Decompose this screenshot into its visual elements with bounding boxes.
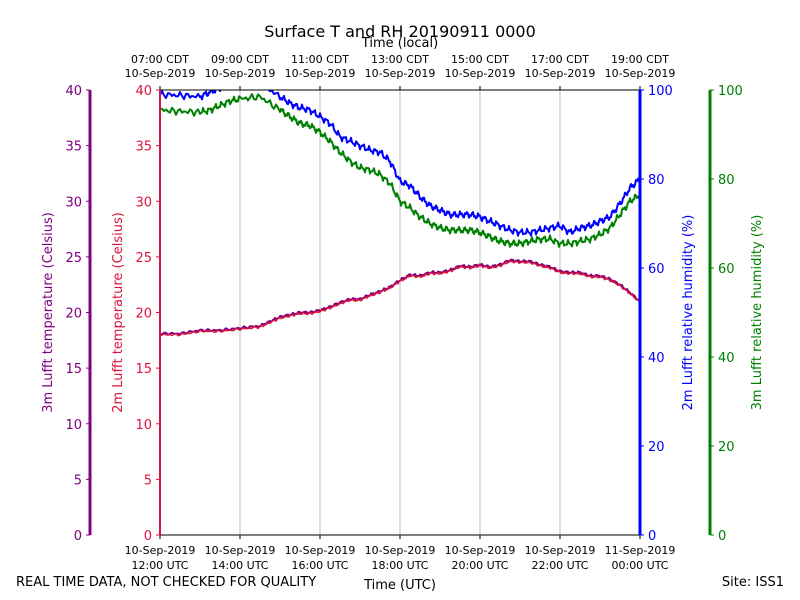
axis-tick-label-t2m: 25 — [135, 251, 152, 266]
axis-tick-label-rh3m: 60 — [718, 262, 735, 277]
axis-tick-label-t2m: 20 — [135, 307, 152, 322]
bottom-tick-label: 10-Sep-2019 — [525, 544, 596, 557]
bottom-tick-label: 11-Sep-2019 — [605, 544, 676, 557]
axis-tick-label-t2m: 0 — [144, 529, 152, 544]
top-tick-label: 10-Sep-2019 — [365, 67, 436, 80]
axis-tick-label-rh3m: 40 — [718, 351, 735, 366]
axis-tick-label-t3m: 0 — [74, 529, 82, 544]
top-axis-label: Time (local) — [361, 36, 438, 51]
bottom-tick-label: 10-Sep-2019 — [285, 544, 356, 557]
bottom-tick-label: 10-Sep-2019 — [205, 544, 276, 557]
axis-tick-label-t3m: 20 — [65, 307, 82, 322]
axis-tick-label-t3m: 35 — [65, 140, 82, 155]
axis-label-t2m: 2m Lufft temperature (Celsius) — [111, 212, 126, 413]
bottom-tick-label: 12:00 UTC — [131, 559, 188, 572]
axis-tick-label-t3m: 40 — [65, 84, 82, 99]
axis-tick-label-t3m: 30 — [65, 195, 82, 210]
axis-tick-label-t2m: 40 — [135, 84, 152, 99]
series-line-t2m — [160, 259, 640, 337]
axis-tick-label-t2m: 10 — [135, 418, 152, 433]
bottom-tick-label: 14:00 UTC — [211, 559, 268, 572]
grid-layer — [239, 90, 561, 535]
bottom-tick-label: 10-Sep-2019 — [445, 544, 516, 557]
axis-tick-label-t2m: 5 — [144, 473, 152, 488]
bottom-tick-label: 10-Sep-2019 — [365, 544, 436, 557]
top-tick-label: 10-Sep-2019 — [125, 67, 196, 80]
top-tick-label: 19:00 CDT — [611, 53, 669, 66]
axis-tick-label-t3m: 5 — [74, 473, 82, 488]
axis-tick-label-t3m: 15 — [65, 362, 82, 377]
top-tick-label: 15:00 CDT — [451, 53, 509, 66]
bottom-tick-label: 22:00 UTC — [531, 559, 588, 572]
bottom-axis-label: Time (UTC) — [363, 578, 436, 593]
axis-tick-label-rh3m: 100 — [718, 84, 743, 99]
top-tick-label: 10-Sep-2019 — [205, 67, 276, 80]
top-tick-label: 10-Sep-2019 — [525, 67, 596, 80]
top-tick-label: 11:00 CDT — [291, 53, 349, 66]
axes-layer: 10-Sep-2019 12:00 UTC 10-Sep-2019 14:00 UTC… — [41, 53, 765, 572]
bottom-tick-label: 20:00 UTC — [451, 559, 508, 572]
series-line-rh2m — [160, 90, 640, 237]
axis-tick-label-rh2m: 60 — [648, 262, 665, 277]
axis-tick-label-rh2m: 0 — [648, 529, 656, 544]
axis-tick-label-rh2m: 100 — [648, 84, 673, 99]
axis-tick-label-rh3m: 0 — [718, 529, 726, 544]
axis-tick-label-t3m: 10 — [65, 418, 82, 433]
top-tick-label: 17:00 CDT — [531, 53, 589, 66]
series-group — [160, 90, 640, 337]
top-tick-label: 10-Sep-2019 — [285, 67, 356, 80]
top-tick-label: 07:00 CDT — [131, 53, 189, 66]
site-label: Site: ISS1 — [721, 575, 784, 590]
series-layer — [160, 90, 640, 337]
series-line-rh3m — [160, 93, 640, 248]
axis-label-rh3m: 3m Lufft relative humidity (%) — [750, 215, 765, 411]
top-tick-label: 10-Sep-2019 — [445, 67, 516, 80]
top-tick-label: 10-Sep-2019 — [605, 67, 676, 80]
axis-label-rh2m: 2m Lufft relative humidity (%) — [681, 215, 696, 411]
axis-tick-label-t2m: 30 — [135, 195, 152, 210]
chart-title: Surface T and RH 20190911 0000 — [264, 22, 536, 41]
axis-tick-label-rh2m: 20 — [648, 440, 665, 455]
bottom-tick-label: 10-Sep-2019 — [125, 544, 196, 557]
axis-tick-label-t2m: 15 — [135, 362, 152, 377]
axis-tick-label-rh3m: 20 — [718, 440, 735, 455]
top-tick-label: 09:00 CDT — [211, 53, 269, 66]
axis-tick-label-rh2m: 40 — [648, 351, 665, 366]
axis-tick-label-t2m: 35 — [135, 140, 152, 155]
axis-tick-label-t3m: 25 — [65, 251, 82, 266]
quality-note: REAL TIME DATA, NOT CHECKED FOR QUALITY — [16, 575, 317, 590]
bottom-tick-label: 18:00 UTC — [371, 559, 428, 572]
axis-tick-label-rh2m: 80 — [648, 173, 665, 188]
bottom-tick-label: 00:00 UTC — [611, 559, 668, 572]
axis-label-t3m: 3m Lufft temperature (Celsius) — [41, 212, 56, 413]
axis-tick-label-rh3m: 80 — [718, 173, 735, 188]
top-tick-label: 13:00 CDT — [371, 53, 429, 66]
bottom-tick-label: 16:00 UTC — [291, 559, 348, 572]
